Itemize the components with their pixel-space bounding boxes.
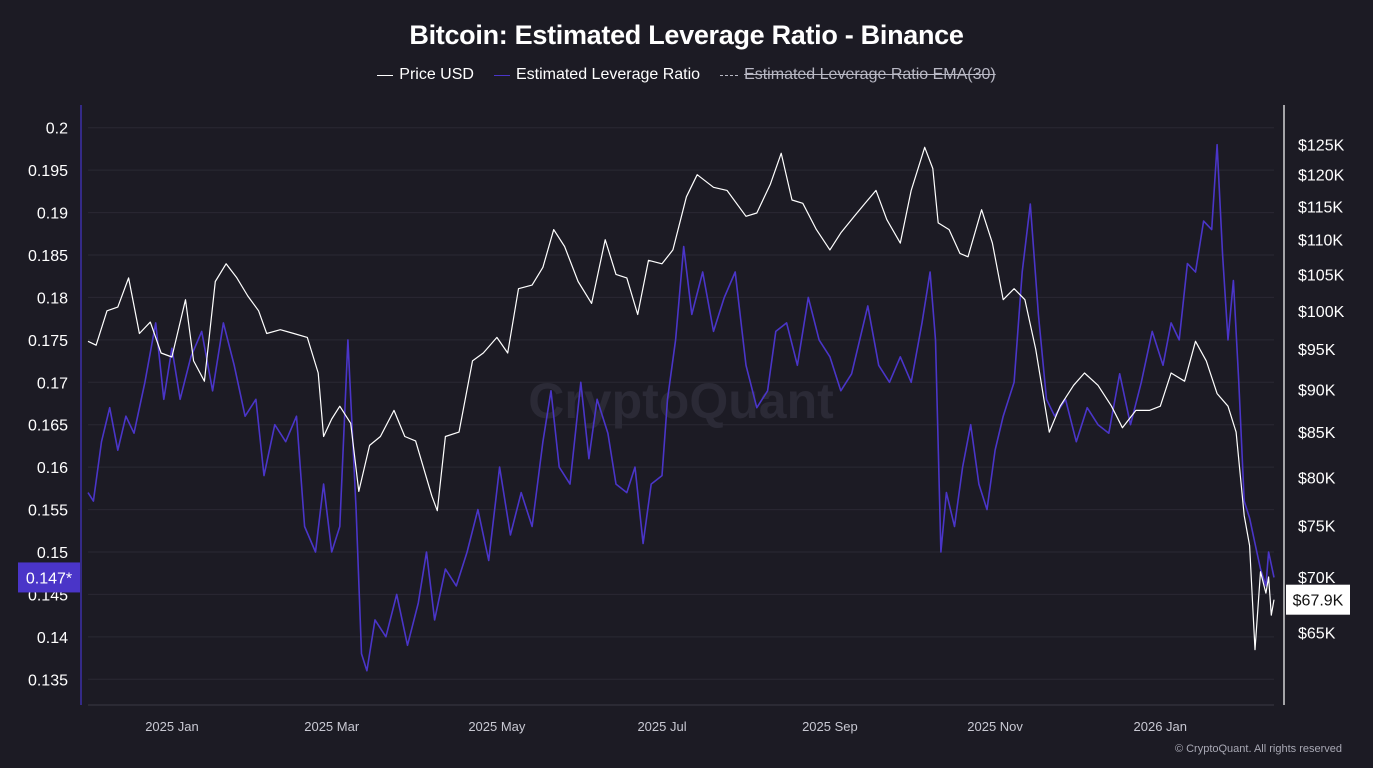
- right-tick-label-12: $65K: [1298, 625, 1336, 642]
- right-tick-label-2: $115K: [1298, 199, 1343, 216]
- legend-item-leverage[interactable]: Estimated Leverage Ratio: [493, 66, 701, 84]
- legend-swatch-leverage: [493, 74, 510, 76]
- left-tick-label-0: 0.2: [46, 121, 68, 138]
- legend-label-leverage: Estimated Leverage Ratio: [515, 66, 701, 83]
- x-tick-label-0: 2025 Jan: [145, 719, 199, 734]
- legend-swatch-ema: [720, 74, 739, 76]
- left-tick-label-4: 0.18: [37, 290, 68, 307]
- right-tick-label-11: $70K: [1298, 570, 1336, 587]
- legend-item-ema[interactable]: Estimated Leverage Ratio EMA(30): [720, 66, 996, 84]
- legend: Price USD Estimated Leverage Ratio Estim…: [0, 66, 1373, 84]
- right-tick-label-4: $105K: [1298, 267, 1345, 284]
- right-current-label: $67.9K: [1293, 593, 1344, 610]
- left-tick-label-9: 0.155: [28, 503, 68, 520]
- left-tick-label-12: 0.14: [37, 630, 68, 647]
- right-tick-label-7: $90K: [1298, 382, 1336, 399]
- right-tick-label-5: $100K: [1298, 304, 1345, 321]
- x-tick-label-4: 2025 Sep: [802, 719, 858, 734]
- legend-item-price[interactable]: Price USD: [377, 66, 474, 84]
- x-tick-label-5: 2025 Nov: [967, 719, 1023, 734]
- left-tick-label-10: 0.15: [37, 545, 68, 562]
- legend-label-price: Price USD: [399, 66, 474, 83]
- right-tick-label-9: $80K: [1298, 470, 1336, 487]
- legend-swatch-price: [377, 74, 394, 76]
- left-tick-label-8: 0.16: [37, 460, 68, 477]
- left-current-label: 0.147*: [26, 570, 72, 587]
- left-tick-label-2: 0.19: [37, 206, 68, 223]
- legend-label-ema: Estimated Leverage Ratio EMA(30): [744, 66, 996, 83]
- left-tick-label-5: 0.175: [28, 333, 68, 350]
- right-tick-label-6: $95K: [1298, 342, 1336, 359]
- left-tick-label-3: 0.185: [28, 248, 68, 265]
- chart-title: Bitcoin: Estimated Leverage Ratio - Bina…: [409, 20, 964, 50]
- x-tick-label-3: 2025 Jul: [637, 719, 686, 734]
- series-line-price: [87, 146, 1275, 651]
- right-tick-label-8: $85K: [1298, 425, 1336, 442]
- copyright-notice: © CryptoQuant. All rights reserved: [1174, 743, 1342, 755]
- left-tick-label-1: 0.195: [28, 163, 68, 180]
- left-tick-label-7: 0.165: [28, 418, 68, 435]
- left-tick-label-13: 0.135: [28, 672, 68, 689]
- x-tick-label-6: 2026 Jan: [1134, 719, 1188, 734]
- x-tick-label-2: 2025 May: [468, 719, 526, 734]
- left-tick-label-6: 0.17: [37, 375, 68, 392]
- right-tick-label-0: $125K: [1298, 137, 1345, 154]
- series-line-leverage: [87, 143, 1275, 672]
- right-current-badge: [1286, 584, 1350, 615]
- right-tick-label-10: $75K: [1298, 518, 1336, 535]
- x-tick-label-1: 2025 Mar: [304, 719, 360, 734]
- watermark: CryptoQuant: [528, 373, 834, 429]
- right-tick-label-3: $110K: [1298, 233, 1343, 250]
- left-current-badge: [18, 562, 80, 593]
- right-tick-label-1: $120K: [1298, 168, 1345, 185]
